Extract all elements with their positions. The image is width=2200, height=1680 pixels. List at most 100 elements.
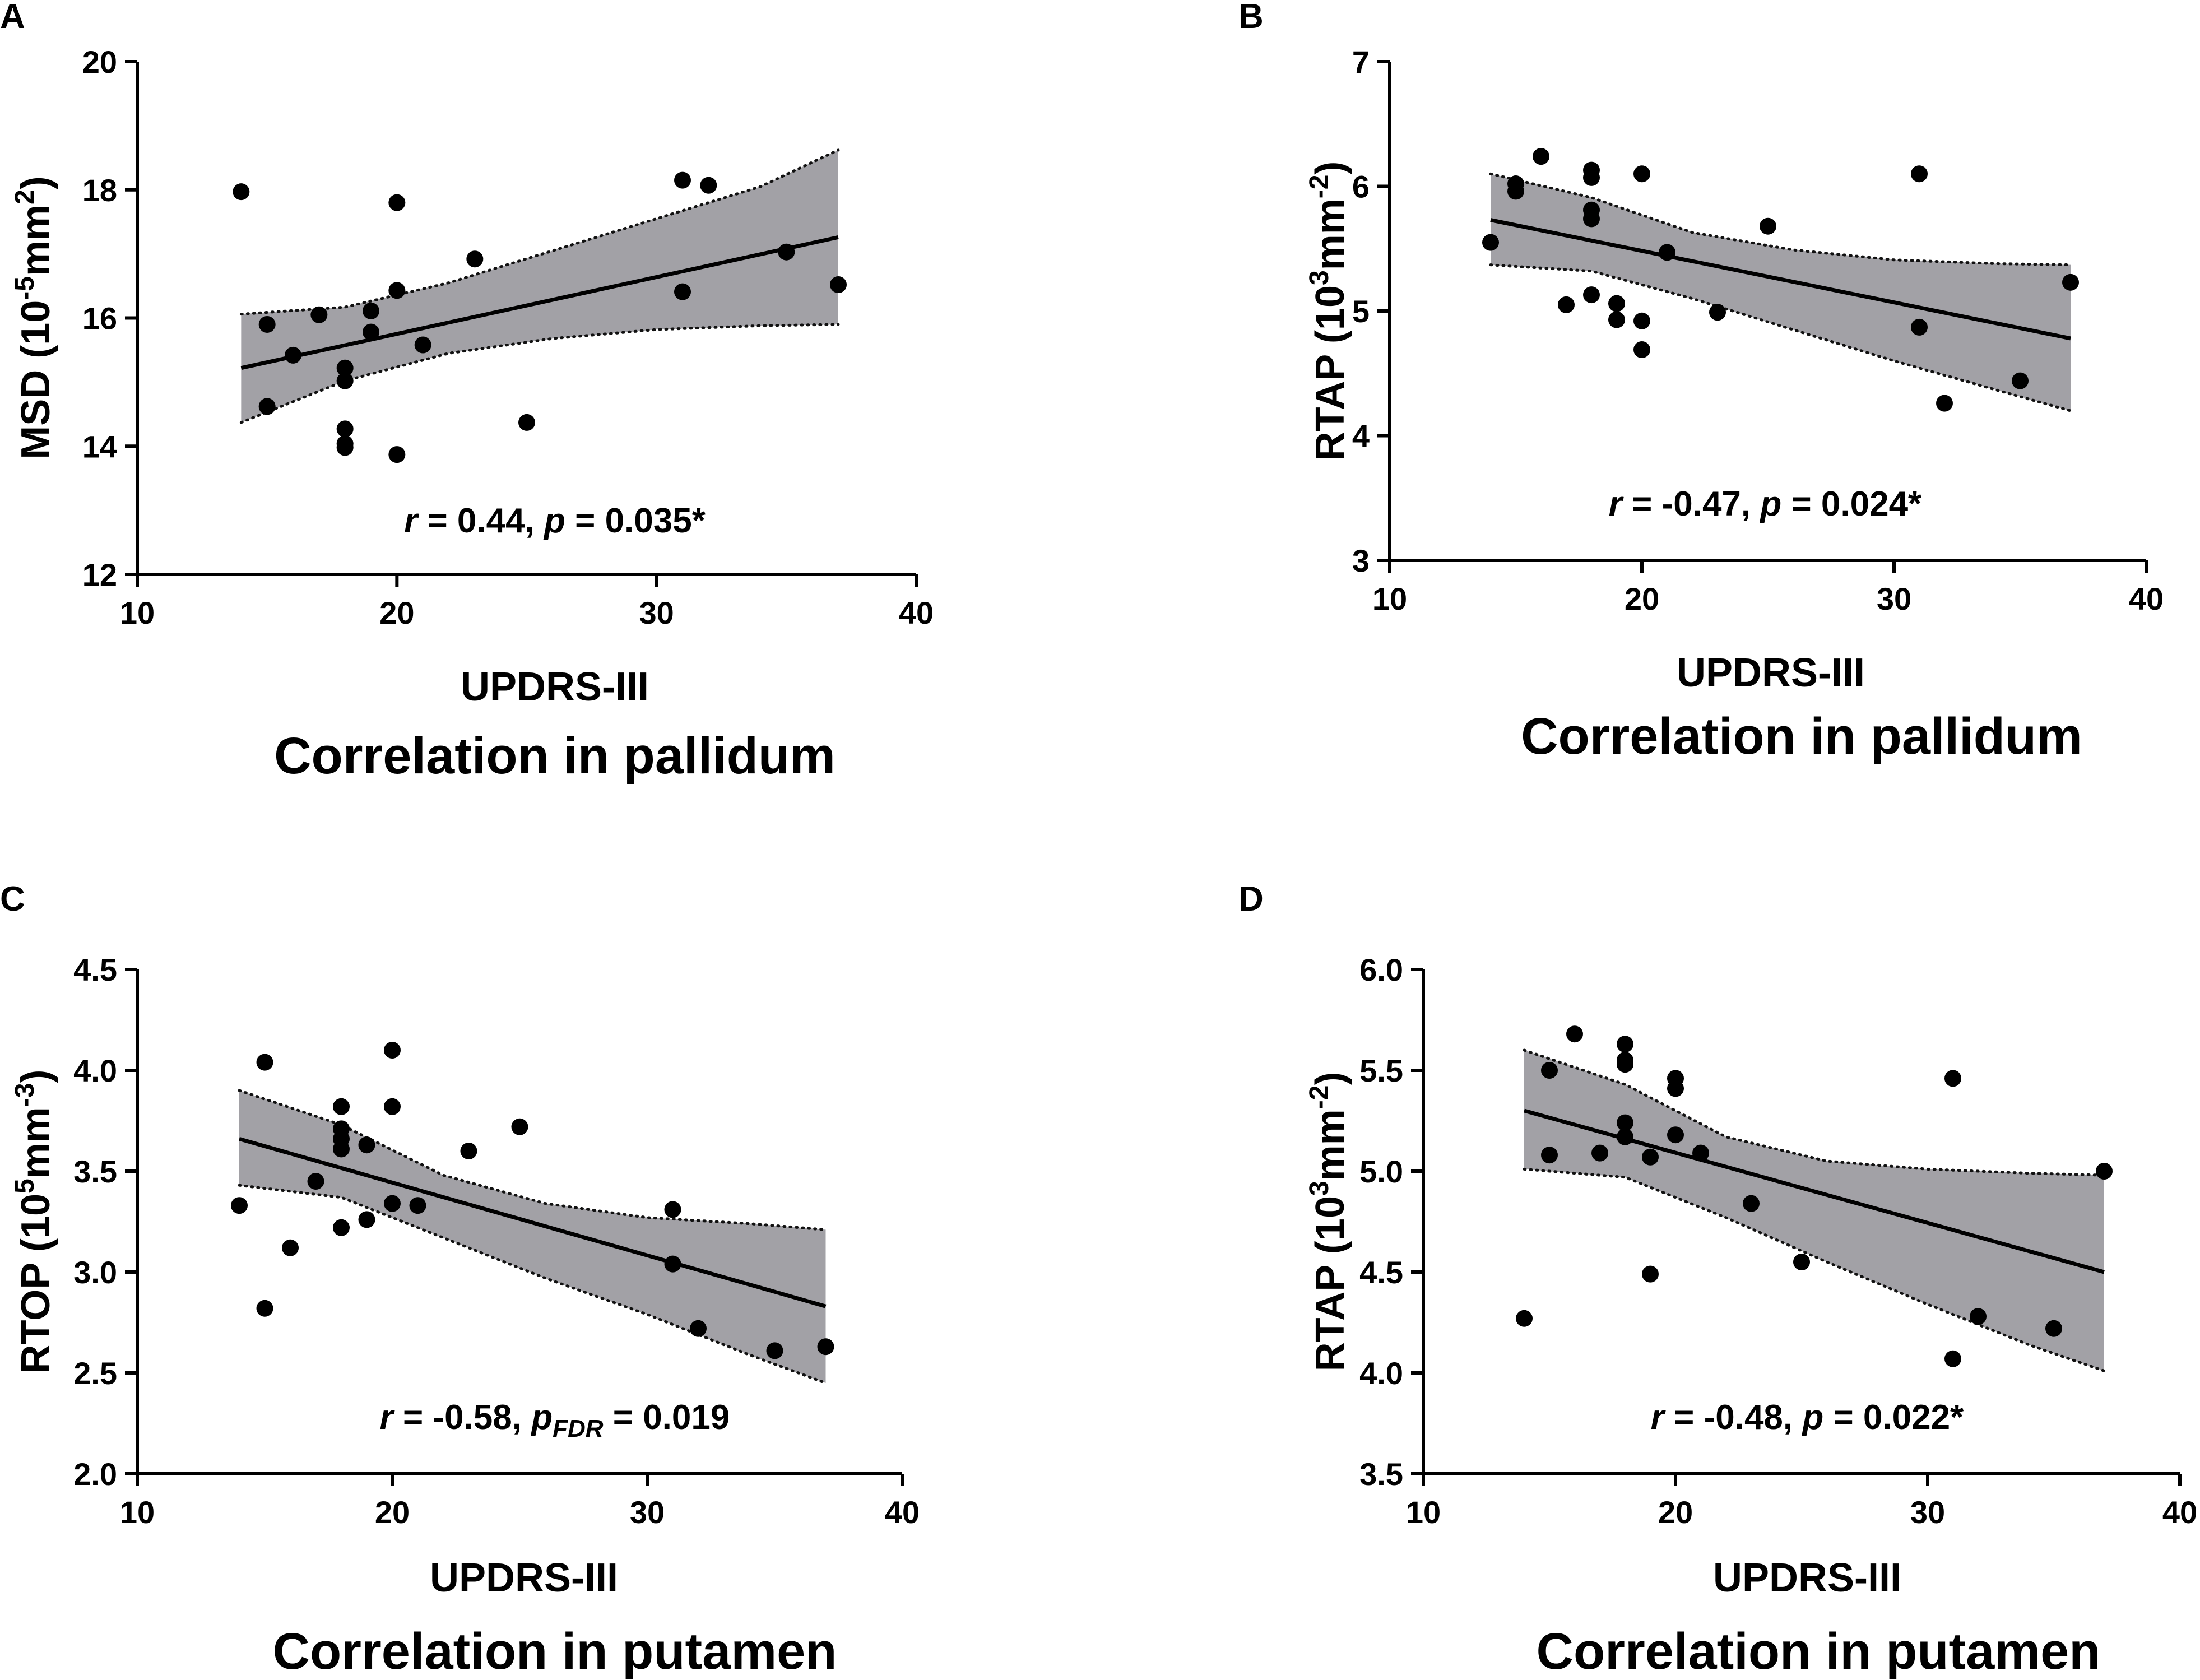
data-point — [1516, 1310, 1533, 1327]
data-point — [256, 1300, 273, 1317]
data-point — [333, 1098, 350, 1115]
panel-b: 10 20 30 40 3 4 5 6 7 B RTAP (103mm-2) UPDRS-III Cor… — [1238, 0, 2164, 765]
y-tick-label: 7 — [1352, 44, 1370, 80]
data-point — [384, 1042, 401, 1059]
data-point — [674, 283, 691, 300]
data-point — [310, 306, 328, 323]
y-tick-label: 6.0 — [1359, 952, 1403, 987]
x-tick-label: 10 — [1406, 1495, 1441, 1530]
data-point — [282, 1239, 299, 1256]
data-point — [460, 1143, 477, 1159]
x-axis-label: UPDRS-III — [1713, 1556, 1901, 1600]
y-axis-label: RTOP (105mm-3) — [10, 1070, 58, 1374]
data-point — [817, 1338, 834, 1356]
panel-a: 10 20 30 40 12 14 16 18 20 A MSD (10-5mm2) UPDRS-II… — [0, 0, 934, 785]
y-tick-label: 4 — [1352, 419, 1370, 454]
data-point — [1583, 210, 1600, 228]
data-point — [2096, 1163, 2113, 1180]
data-point — [358, 1211, 375, 1228]
ci-upper-line — [1489, 172, 2072, 267]
data-point — [333, 1219, 350, 1236]
data-point — [1944, 1070, 1961, 1087]
data-point — [1692, 1144, 1709, 1162]
y-tick-label: 4.5 — [1359, 1255, 1403, 1290]
data-point — [336, 420, 354, 438]
data-point — [1507, 183, 1524, 200]
data-point — [1541, 1062, 1558, 1079]
data-point — [384, 1195, 401, 1212]
data-point — [233, 183, 250, 201]
regression-line — [239, 1137, 827, 1308]
data-point — [1793, 1254, 1810, 1270]
y-tick-label: 18 — [82, 173, 117, 208]
data-point — [700, 177, 717, 194]
panel-letter: C — [0, 880, 25, 918]
data-point — [1608, 295, 1625, 312]
data-point — [1533, 148, 1549, 165]
data-point — [414, 336, 431, 354]
data-point — [766, 1342, 783, 1359]
data-point — [1642, 1148, 1659, 1166]
x-axis-label: UPDRS-III — [430, 1556, 618, 1600]
data-point — [336, 359, 354, 377]
data-point — [336, 439, 354, 456]
data-point — [1944, 1350, 1961, 1367]
y-tick-label: 5 — [1352, 294, 1370, 329]
panel-title: Correlation in putamen — [1537, 1623, 2101, 1680]
y-tick-label: 4.0 — [1359, 1356, 1403, 1391]
panel-title: Correlation in pallidum — [1521, 708, 2082, 765]
data-point — [1667, 1126, 1684, 1144]
data-point — [1558, 296, 1575, 313]
data-point — [511, 1118, 528, 1135]
correlation-annotation: r = -0.58, pFDR = 0.019 — [380, 1398, 730, 1442]
data-point — [358, 1136, 375, 1154]
y-tick-label: 5.5 — [1359, 1053, 1403, 1088]
data-point — [1633, 341, 1650, 358]
data-point — [388, 282, 406, 299]
y-tick-label: 20 — [82, 44, 117, 80]
x-tick-label: 10 — [120, 595, 155, 630]
regression-line — [1490, 218, 2071, 341]
data-point — [518, 414, 535, 431]
panel-letter: D — [1238, 880, 1264, 918]
panel-title: Correlation in putamen — [273, 1623, 837, 1680]
correlation-annotation: r = -0.48, p = 0.022* — [1651, 1398, 1964, 1437]
x-tick-label: 30 — [1910, 1495, 1945, 1530]
panel-title: Correlation in pallidum — [274, 727, 836, 785]
data-point — [778, 243, 795, 261]
data-point — [2062, 273, 2079, 291]
data-point — [690, 1320, 707, 1337]
data-point — [333, 1140, 350, 1158]
regression-line — [240, 235, 839, 370]
x-tick-label: 10 — [120, 1495, 155, 1530]
panel-d: 10 20 30 40 3.5 4.0 4.5 5.0 5.5 6.0 D RTAP (103mm-2… — [1238, 880, 2197, 1680]
data-point — [256, 1054, 273, 1071]
data-point — [830, 276, 847, 294]
x-tick-label: 20 — [375, 1495, 410, 1530]
data-point — [1709, 304, 1726, 321]
x-tick-label: 40 — [885, 1495, 920, 1530]
data-point — [388, 446, 406, 463]
data-point — [664, 1255, 681, 1273]
data-point — [1667, 1080, 1684, 1097]
data-point — [1617, 1114, 1633, 1131]
y-tick-label: 6 — [1352, 169, 1370, 205]
y-tick-label: 3 — [1352, 543, 1370, 578]
data-point — [384, 1098, 401, 1115]
data-point — [409, 1197, 426, 1214]
data-point — [285, 346, 301, 364]
data-point — [336, 372, 354, 389]
data-point — [1617, 1128, 1633, 1145]
data-point — [1583, 286, 1600, 304]
correlation-annotation: r = -0.47, p = 0.024* — [1609, 485, 1922, 523]
y-tick-label: 2.5 — [73, 1356, 117, 1391]
data-point — [1566, 1025, 1583, 1043]
data-point — [388, 194, 406, 211]
x-tick-label: 20 — [1625, 581, 1659, 616]
ci-upper-line — [238, 1089, 827, 1231]
data-point — [1760, 217, 1776, 235]
x-axis-label: UPDRS-III — [1677, 651, 1865, 695]
data-point — [664, 1201, 681, 1218]
ci-lower-line — [1523, 1167, 2106, 1372]
